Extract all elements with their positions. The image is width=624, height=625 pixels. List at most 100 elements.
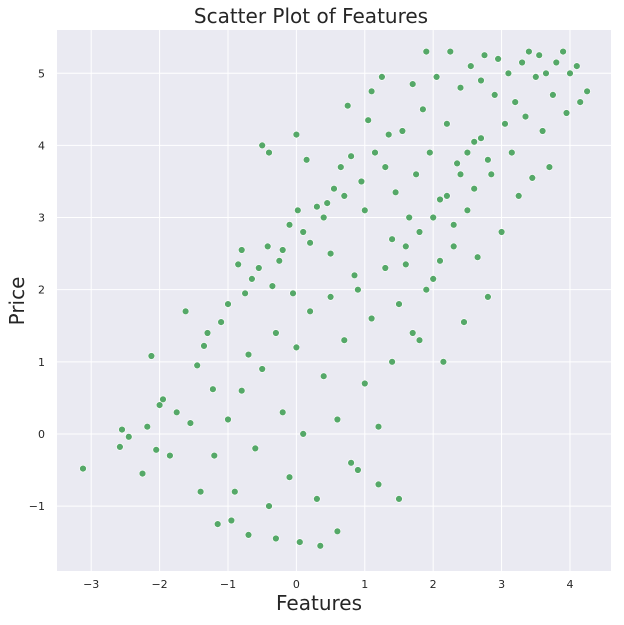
data-point: [374, 423, 383, 431]
data-point: [244, 531, 253, 539]
data-point: [504, 69, 513, 78]
data-point: [508, 148, 516, 157]
data-point: [238, 387, 246, 395]
data-point: [436, 257, 444, 265]
data-point: [143, 423, 152, 431]
data-point: [272, 329, 280, 337]
data-point: [323, 199, 331, 207]
data-point: [378, 73, 386, 81]
data-point: [152, 446, 160, 454]
data-point: [333, 527, 342, 535]
data-point: [484, 293, 492, 301]
data-point: [467, 62, 475, 70]
data-point: [456, 83, 465, 92]
data-point: [402, 260, 410, 269]
data-point: [294, 206, 302, 215]
data-point: [357, 177, 366, 186]
y-tick-label: 5: [38, 67, 45, 80]
data-point: [210, 451, 219, 460]
data-point: [443, 192, 451, 200]
data-point: [186, 419, 195, 427]
data-point: [181, 307, 190, 315]
data-point: [487, 170, 495, 179]
data-point: [409, 80, 417, 88]
x-tick-label: 0: [293, 578, 300, 591]
data-point: [395, 495, 403, 503]
grid-lines: [57, 30, 611, 571]
data-point: [292, 343, 301, 352]
data-point: [385, 130, 393, 139]
data-point: [453, 159, 461, 168]
y-tick-label: 0: [38, 428, 45, 441]
data-point: [511, 98, 519, 106]
data-point: [316, 542, 324, 550]
data-point: [350, 271, 359, 279]
y-tick-label: 4: [38, 139, 45, 152]
data-point: [299, 228, 307, 236]
data-point: [279, 408, 287, 416]
data-point: [361, 379, 369, 388]
data-point: [583, 87, 591, 96]
data-point: [344, 101, 352, 110]
data-point: [528, 174, 536, 182]
data-point: [473, 253, 482, 261]
data-point: [450, 242, 458, 251]
data-point: [364, 116, 372, 124]
data-point: [302, 156, 311, 164]
data-point: [214, 520, 222, 528]
data-point: [159, 395, 167, 403]
data-point: [521, 112, 530, 121]
y-axis-label: Price: [5, 277, 29, 326]
data-point: [374, 480, 383, 489]
data-point: [155, 401, 164, 409]
data-point: [125, 433, 133, 441]
data-point: [415, 336, 424, 344]
chart-title: Scatter Plot of Features: [194, 4, 428, 28]
y-tick-labels: −1 0 1 2 3 4 5: [29, 67, 45, 513]
data-point: [477, 134, 485, 142]
data-point: [405, 213, 413, 222]
data-point: [231, 488, 239, 496]
data-point: [313, 495, 321, 503]
data-point: [415, 228, 424, 236]
data-point: [200, 342, 208, 350]
data-point: [209, 385, 217, 393]
data-point: [460, 318, 468, 326]
x-tick-label: −1: [220, 578, 236, 591]
data-point: [306, 239, 314, 247]
data-point: [566, 69, 574, 78]
y-tick-label: 2: [38, 284, 45, 297]
y-tick-label: 1: [38, 356, 45, 369]
data-point: [265, 502, 273, 510]
data-point: [484, 156, 492, 164]
data-point: [532, 73, 540, 81]
data-point: [79, 464, 87, 473]
data-point: [265, 148, 273, 157]
data-point: [347, 459, 355, 467]
data-point: [446, 47, 454, 56]
data-point: [412, 170, 420, 179]
data-point: [337, 163, 345, 171]
data-point: [238, 246, 246, 254]
data-point: [299, 430, 307, 438]
data-point: [258, 141, 266, 150]
data-point: [264, 242, 272, 251]
data-point: [470, 185, 478, 193]
data-point: [463, 206, 472, 215]
data-point: [116, 443, 124, 451]
data-point: [251, 444, 260, 453]
data-point: [196, 488, 205, 496]
data-point: [576, 98, 584, 106]
data-point: [494, 55, 502, 63]
data-point: [166, 451, 174, 460]
data-point: [285, 473, 294, 481]
data-point: [279, 246, 287, 254]
data-point: [573, 62, 581, 70]
data-point: [443, 120, 451, 128]
data-point: [340, 192, 348, 200]
data-point: [244, 350, 253, 359]
data-point: [138, 469, 147, 478]
data-point: [463, 148, 472, 157]
data-point: [422, 47, 430, 56]
